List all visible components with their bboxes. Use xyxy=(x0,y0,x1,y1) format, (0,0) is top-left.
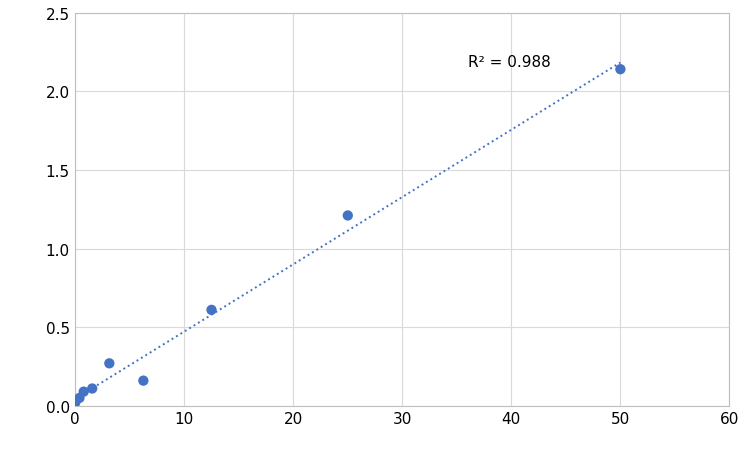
Point xyxy=(341,212,353,220)
Point xyxy=(103,360,115,367)
Point xyxy=(74,395,86,402)
Point xyxy=(614,66,626,74)
Point xyxy=(86,385,99,392)
Point xyxy=(77,388,89,396)
Text: R² = 0.988: R² = 0.988 xyxy=(468,55,550,69)
Point xyxy=(205,307,217,314)
Point xyxy=(69,399,81,406)
Point xyxy=(138,377,150,384)
